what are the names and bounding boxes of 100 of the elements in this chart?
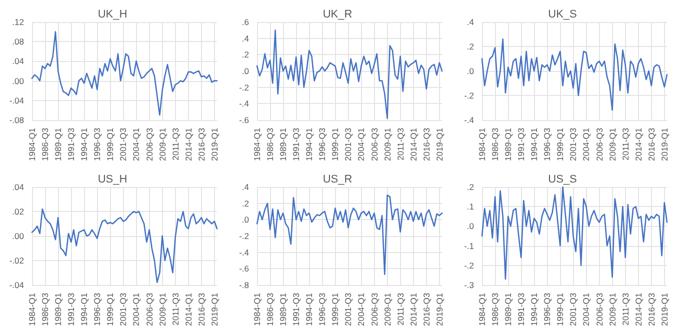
- chart-title: UK_H: [98, 8, 128, 20]
- x-tick-label: 2019-Q1: [659, 128, 670, 162]
- x-tick-label: 1996-Q3: [92, 292, 102, 326]
- y-tick-label: -.6: [239, 114, 250, 125]
- x-tick-label: 2019-Q1: [434, 292, 444, 326]
- line-series: [481, 38, 668, 111]
- chart-title: US_H: [98, 174, 128, 186]
- y-tick-label: .04: [12, 182, 24, 192]
- x-tick-label: 1989-Q1: [53, 292, 64, 326]
- x-tick-label: 1986-Q3: [265, 292, 276, 326]
- y-tick-label: .2: [242, 50, 250, 60]
- x-tick-label: 1984-Q1: [477, 292, 487, 326]
- y-tick-label: -.04: [9, 280, 24, 290]
- x-tick-label: 1999-Q1: [555, 128, 566, 162]
- x-tick-label: 1984-Q1: [27, 128, 37, 162]
- chart-title: US_R: [322, 174, 352, 186]
- x-tick-label: 2004-Q1: [581, 292, 592, 326]
- x-tick-label: 1999-Q1: [555, 292, 566, 326]
- x-tick-label: 1996-Q3: [542, 128, 552, 162]
- line-series: [31, 31, 218, 116]
- y-tick-label: -.1: [464, 240, 474, 251]
- x-tick-label: 2016-Q3: [196, 292, 206, 326]
- x-tick-label: 1996-Q3: [317, 128, 328, 162]
- x-tick-label: 1994-Q1: [304, 128, 314, 162]
- y-tick-label: .2: [466, 41, 474, 52]
- chart-title: UK_S: [548, 8, 577, 20]
- x-tick-label: 2019-Q1: [434, 128, 444, 162]
- x-tick-label: 1991-Q3: [516, 128, 526, 162]
- x-tick-label: 2014-Q1: [633, 292, 644, 326]
- x-tick-label: 1984-Q1: [27, 292, 37, 326]
- x-tick-label: 1994-Q1: [304, 292, 314, 326]
- x-tick-label: 1994-Q1: [79, 292, 90, 326]
- x-tick-label: 2014-Q1: [408, 128, 418, 162]
- x-tick-label: 1989-Q1: [503, 292, 514, 326]
- x-tick-label: 1989-Q1: [278, 292, 288, 326]
- x-tick-label: 2006-Q3: [369, 292, 380, 326]
- x-tick-label: 1984-Q1: [477, 128, 487, 162]
- x-tick-label: 2019-Q1: [659, 292, 670, 326]
- x-tick-label: 2006-Q3: [369, 128, 380, 162]
- x-tick-label: 1989-Q1: [503, 128, 514, 162]
- y-tick-label: -.08: [9, 114, 24, 125]
- x-tick-label: 2016-Q3: [646, 292, 656, 326]
- x-tick-label: 2011-Q3: [620, 292, 630, 326]
- x-tick-label: 2001-Q3: [343, 128, 354, 162]
- x-tick-label: 1999-Q1: [330, 292, 340, 326]
- x-tick-label: 2009-Q1: [607, 128, 618, 162]
- y-tick-label: -.4: [239, 247, 250, 258]
- y-tick-label: .02: [12, 206, 24, 216]
- x-tick-label: 2014-Q1: [633, 128, 644, 162]
- y-tick-label: .08: [12, 36, 24, 47]
- x-tick-label: 2006-Q3: [144, 128, 154, 162]
- x-tick-label: 2004-Q1: [356, 292, 366, 326]
- y-tick-label: .0: [466, 66, 474, 76]
- x-tick-label: 2009-Q1: [607, 292, 618, 326]
- y-tick-label: -.2: [239, 230, 250, 241]
- x-tick-label: 1986-Q3: [40, 292, 50, 326]
- x-tick-label: 2009-Q1: [382, 128, 392, 162]
- x-tick-label: 1999-Q1: [105, 292, 116, 326]
- y-tick-label: .12: [12, 17, 24, 27]
- x-tick-label: 1984-Q1: [252, 292, 262, 326]
- x-tick-label: 2011-Q3: [620, 128, 630, 160]
- y-tick-label: -.2: [464, 90, 474, 100]
- x-tick-label: 2009-Q1: [382, 292, 392, 326]
- x-tick-label: 2016-Q3: [646, 128, 656, 162]
- x-tick-label: 1991-Q3: [66, 292, 76, 326]
- x-tick-label: 1991-Q3: [291, 292, 302, 326]
- x-tick-label: 2011-Q3: [395, 128, 406, 160]
- line-series: [31, 208, 218, 284]
- line-series: [256, 194, 443, 275]
- y-tick-label: .2: [242, 198, 250, 208]
- x-tick-label: 1986-Q3: [490, 128, 500, 162]
- y-tick-label: .00: [12, 230, 24, 241]
- x-tick-label: 2014-Q1: [183, 128, 194, 162]
- y-tick-label: -.3: [464, 280, 474, 290]
- y-tick-label: -.4: [239, 98, 250, 109]
- x-tick-label: 2001-Q3: [568, 128, 578, 162]
- y-tick-label: .0: [466, 221, 474, 232]
- y-tick-label: .4: [242, 182, 250, 192]
- y-tick-label: -.6: [239, 264, 250, 274]
- x-tick-label: 2016-Q3: [421, 292, 432, 326]
- y-tick-label: -.02: [9, 255, 24, 266]
- x-tick-label: 1996-Q3: [542, 292, 552, 326]
- x-tick-label: 2009-Q1: [157, 292, 168, 326]
- x-tick-label: 2011-Q3: [170, 128, 180, 160]
- x-tick-label: 2016-Q3: [421, 128, 432, 162]
- chart-title: US_S: [548, 174, 577, 186]
- x-tick-label: 1996-Q3: [317, 292, 328, 326]
- x-tick-label: 1989-Q1: [278, 128, 288, 162]
- x-tick-label: 1999-Q1: [330, 128, 340, 162]
- x-tick-label: 1991-Q3: [66, 128, 76, 162]
- x-tick-label: 2006-Q3: [594, 292, 604, 326]
- x-tick-label: 2011-Q3: [395, 292, 406, 326]
- x-tick-label: 2004-Q1: [356, 128, 366, 162]
- x-tick-label: 2014-Q1: [183, 292, 194, 326]
- x-tick-label: 2004-Q1: [581, 128, 592, 162]
- x-tick-label: 2004-Q1: [131, 292, 142, 326]
- x-tick-label: 2011-Q3: [170, 292, 180, 326]
- x-tick-label: 2001-Q3: [118, 128, 128, 162]
- x-tick-label: 2014-Q1: [408, 292, 418, 326]
- y-tick-label: .04: [12, 56, 24, 66]
